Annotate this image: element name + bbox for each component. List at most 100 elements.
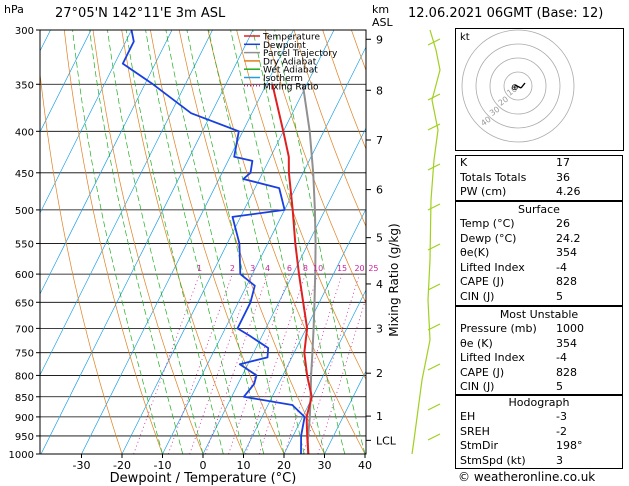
wet-adiabat-line xyxy=(165,30,265,454)
surface-label: θe(K) xyxy=(460,246,490,260)
mu-value: -4 xyxy=(556,351,567,365)
surface-value: 24.2 xyxy=(556,231,581,245)
surface-label: CIN (J) xyxy=(460,289,495,303)
mixing-ratio-line xyxy=(317,296,366,454)
km-tick-label: 3 xyxy=(376,322,383,335)
temperature-tick-label: 0 xyxy=(200,459,207,472)
legend-label: Parcel Trajectory xyxy=(263,49,338,59)
dewpoint-series xyxy=(121,30,306,454)
index-row: PW (cm) 4.26 xyxy=(456,185,622,200)
wet-adiabat-line xyxy=(208,30,305,454)
mu-row: Lifted Index -4 xyxy=(456,351,622,366)
surface-value: 354 xyxy=(556,246,577,260)
dry-adiabat-line xyxy=(40,70,123,454)
isotherm-line xyxy=(121,30,335,454)
temperature-tick-label: 40 xyxy=(358,459,372,472)
hodo-label: StmSpd (kt) xyxy=(460,453,526,467)
temperature-tick-label: 20 xyxy=(277,459,291,472)
pressure-tick-label: 550 xyxy=(15,239,34,250)
indices-panel: K 17 Totals Totals 36 PW (cm) 4.26 xyxy=(455,155,623,201)
isotherm-line xyxy=(0,30,10,454)
index-row: Totals Totals 36 xyxy=(456,171,622,186)
temperature-tick-label: -10 xyxy=(154,459,172,472)
index-value: 17 xyxy=(556,156,570,169)
hodo-label: EH xyxy=(460,410,476,423)
wind-barb xyxy=(427,203,441,211)
hodograph-ring xyxy=(503,71,533,101)
sounding-datetime: 12.06.2021 06GMT (Base: 12) xyxy=(408,6,604,21)
index-label: Totals Totals xyxy=(460,170,527,184)
isotherm-line xyxy=(40,30,132,214)
hodo-value: -3 xyxy=(556,410,567,423)
pressure-tick-label: 1000 xyxy=(9,450,34,461)
index-row: K 17 xyxy=(456,156,622,171)
dry-adiabat-line xyxy=(63,30,163,454)
mu-row: Pressure (mb) 1000 xyxy=(456,322,622,337)
most-unstable-panel: Most Unstable Pressure (mb) 1000 θe (K) 35… xyxy=(455,306,623,396)
mu-row: θe (K) 354 xyxy=(456,337,622,352)
wet-adiabat-line xyxy=(89,30,184,454)
wind-barb xyxy=(427,38,441,46)
mixing-ratio-label: 15 xyxy=(337,264,347,273)
hodo-value: 198° xyxy=(556,439,583,453)
index-value: 36 xyxy=(556,170,570,184)
mixing-ratio-label: 2 xyxy=(230,264,235,273)
temperature-series xyxy=(271,84,313,454)
km-tick-label: 1 xyxy=(376,410,383,423)
temperature-tick-label: 10 xyxy=(237,459,251,472)
isotherm-line xyxy=(162,46,366,454)
wet-adiabat-line xyxy=(72,30,163,454)
pressure-tick-label: 900 xyxy=(15,413,34,424)
pressure-tick-label: 650 xyxy=(15,298,34,309)
mixing-ratio-label: 4 xyxy=(265,264,270,273)
wind-barb xyxy=(427,283,441,291)
dry-adiabat-line xyxy=(150,30,285,454)
wind-barb xyxy=(427,163,441,171)
mixing-ratio-line xyxy=(228,273,290,454)
hodograph-ring xyxy=(461,29,575,143)
most-unstable-title: Most Unstable xyxy=(499,308,579,321)
isotherm-line xyxy=(40,30,254,454)
wet-adiabat-line xyxy=(125,30,224,454)
dry-adiabat-line xyxy=(92,30,204,454)
hodo-label: SREH xyxy=(460,424,490,438)
wet-adiabat-line xyxy=(230,30,325,454)
hodo-value: -2 xyxy=(556,424,567,438)
surface-value: 828 xyxy=(556,275,577,289)
mixing-ratio-label: 20 xyxy=(354,264,364,273)
legend-label: Dewpoint xyxy=(263,41,306,51)
surface-value: 26 xyxy=(556,217,570,230)
pressure-tick-label: 500 xyxy=(15,206,34,217)
temperature-tick-label: -30 xyxy=(73,459,91,472)
surface-row: CAPE (J) 828 xyxy=(456,275,622,290)
mu-value: 5 xyxy=(556,380,563,394)
surface-row: CIN (J) 5 xyxy=(456,290,622,305)
surface-label: Lifted Index xyxy=(460,260,525,274)
wet-adiabat-line xyxy=(107,30,204,454)
mixing-ratio-line xyxy=(245,273,306,454)
surface-label: Temp (°C) xyxy=(460,217,515,230)
isotherm-line xyxy=(202,127,366,454)
mixing-ratio-label: 10 xyxy=(313,264,323,273)
hodo-value: 3 xyxy=(556,453,563,467)
isotherm-line xyxy=(243,208,366,454)
pressure-tick-label: 750 xyxy=(15,349,34,360)
station-location: 27°05'N 142°11'E 3m ASL xyxy=(55,6,226,21)
hodo-label: StmDir xyxy=(460,439,499,453)
copyright-footer: © weatheronline.co.uk xyxy=(458,470,596,484)
mixing-ratio-label: 6 xyxy=(287,264,292,273)
km-axis-label: km xyxy=(372,3,390,16)
legend-label: Dry Adiabat xyxy=(263,57,317,67)
legend-label: Isotherm xyxy=(263,74,303,84)
mu-value: 1000 xyxy=(556,322,584,335)
hpa-axis-label: hPa xyxy=(4,3,24,16)
hodo-row: EH -3 xyxy=(456,410,622,425)
dry-adiabat-line xyxy=(121,30,244,454)
hodograph-stats-panel: Hodograph EH -3 SREH -2 StmDir 198° StmSpd … xyxy=(455,394,623,470)
km-tick-label: 7 xyxy=(376,134,383,147)
dry-adiabat-line xyxy=(207,30,366,454)
hodograph-ring xyxy=(489,57,547,115)
surface-value: -4 xyxy=(556,260,567,274)
isotherm-line xyxy=(40,30,92,133)
